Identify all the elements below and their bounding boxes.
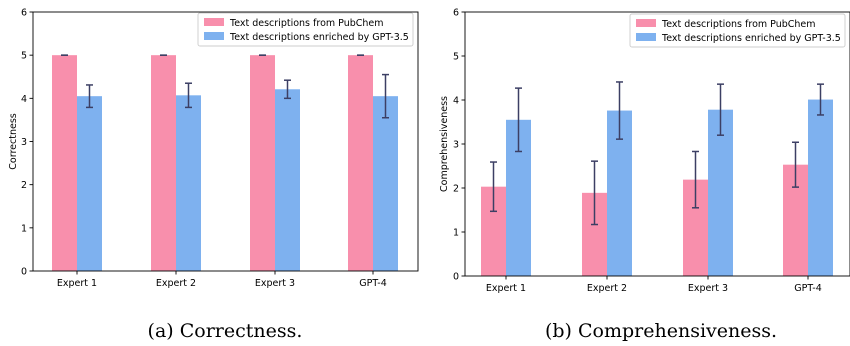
y-axis-label: Correctness bbox=[8, 113, 19, 169]
error-bar-s2-3 bbox=[284, 79, 291, 100]
bar-s2-expert-3 bbox=[275, 89, 300, 271]
y-tick-label: 5 bbox=[453, 52, 459, 63]
legend: Text descriptions from PubChem Text descr… bbox=[629, 13, 846, 48]
bar-s2-expert-3 bbox=[708, 109, 733, 277]
bar-s2-expert-2 bbox=[176, 95, 201, 271]
error-bar-s2-4 bbox=[817, 83, 824, 116]
error-bar-s1-4 bbox=[792, 141, 799, 188]
error-bar-s2-1 bbox=[515, 87, 522, 153]
y-tick-label: 6 bbox=[21, 8, 27, 19]
legend-label: Text descriptions enriched by GPT-3.5 bbox=[229, 32, 409, 43]
x-tick-label: Expert 1 bbox=[57, 278, 97, 289]
figure-caption: (b) Comprehensiveness. bbox=[545, 320, 777, 342]
y-tick-label: 5 bbox=[21, 51, 27, 62]
y-tick-label: 4 bbox=[21, 94, 27, 105]
x-tick-label: Expert 3 bbox=[688, 283, 728, 294]
x-tick-label: GPT-4 bbox=[794, 283, 822, 294]
error-bar-s1-1 bbox=[490, 161, 497, 213]
x-tick-label: Expert 1 bbox=[486, 283, 526, 294]
x-tick-label: Expert 2 bbox=[587, 283, 627, 294]
error-bar-s2-2 bbox=[616, 81, 623, 140]
error-bar-s2-4 bbox=[382, 73, 389, 119]
figure-caption: (a) Correctness. bbox=[148, 320, 303, 342]
bar-s2-expert-1 bbox=[77, 96, 102, 271]
legend-label: Text descriptions from PubChem bbox=[229, 18, 384, 29]
y-tick-label: 1 bbox=[453, 228, 459, 239]
bar-s1-expert-3 bbox=[250, 55, 275, 271]
bar-s2-gpt-4 bbox=[373, 96, 398, 271]
legend-swatch bbox=[636, 33, 656, 41]
x-tick-label: Expert 3 bbox=[255, 278, 295, 289]
bar-s2-gpt-4 bbox=[808, 99, 833, 276]
bar-s1-expert-1 bbox=[52, 55, 77, 271]
x-tick-label: Expert 2 bbox=[156, 278, 196, 289]
y-tick-label: 2 bbox=[453, 184, 459, 195]
y-tick-label: 3 bbox=[21, 137, 27, 148]
legend-label: Text descriptions enriched by GPT-3.5 bbox=[661, 33, 841, 44]
y-tick-label: 3 bbox=[453, 140, 459, 151]
error-bar-s1-3 bbox=[692, 150, 699, 209]
error-bar-s1-2 bbox=[591, 160, 598, 226]
bar-s1-expert-2 bbox=[151, 55, 176, 271]
y-tick-label: 2 bbox=[21, 180, 27, 191]
error-bar-s2-3 bbox=[717, 83, 724, 136]
chart-panel-1: 0 1 2 3 4 5 6 Expert 1 Expert 2 Expert 3 GPT-4 Corr… bbox=[8, 8, 419, 342]
y-tick-label: 0 bbox=[453, 272, 459, 283]
x-tick-label: GPT-4 bbox=[359, 278, 387, 289]
y-tick-label: 4 bbox=[453, 96, 459, 107]
chart-panel-2: 0 1 2 3 4 5 6 Expert 1 Expert 2 Expert 3 GPT-4 Comp… bbox=[439, 8, 850, 342]
y-tick-label: 0 bbox=[21, 267, 27, 278]
legend: Text descriptions from PubChem Text descr… bbox=[197, 12, 414, 47]
bar-s1-gpt-4 bbox=[348, 55, 373, 271]
legend-swatch bbox=[204, 18, 224, 26]
y-tick-label: 6 bbox=[453, 8, 459, 19]
y-axis-label: Comprehensiveness bbox=[439, 96, 450, 192]
legend-label: Text descriptions from PubChem bbox=[661, 19, 816, 30]
y-tick-label: 1 bbox=[21, 223, 27, 234]
legend-swatch bbox=[204, 32, 224, 40]
error-bar-s2-1 bbox=[86, 84, 93, 109]
legend-swatch bbox=[636, 19, 656, 27]
error-bar-s2-2 bbox=[185, 82, 192, 109]
